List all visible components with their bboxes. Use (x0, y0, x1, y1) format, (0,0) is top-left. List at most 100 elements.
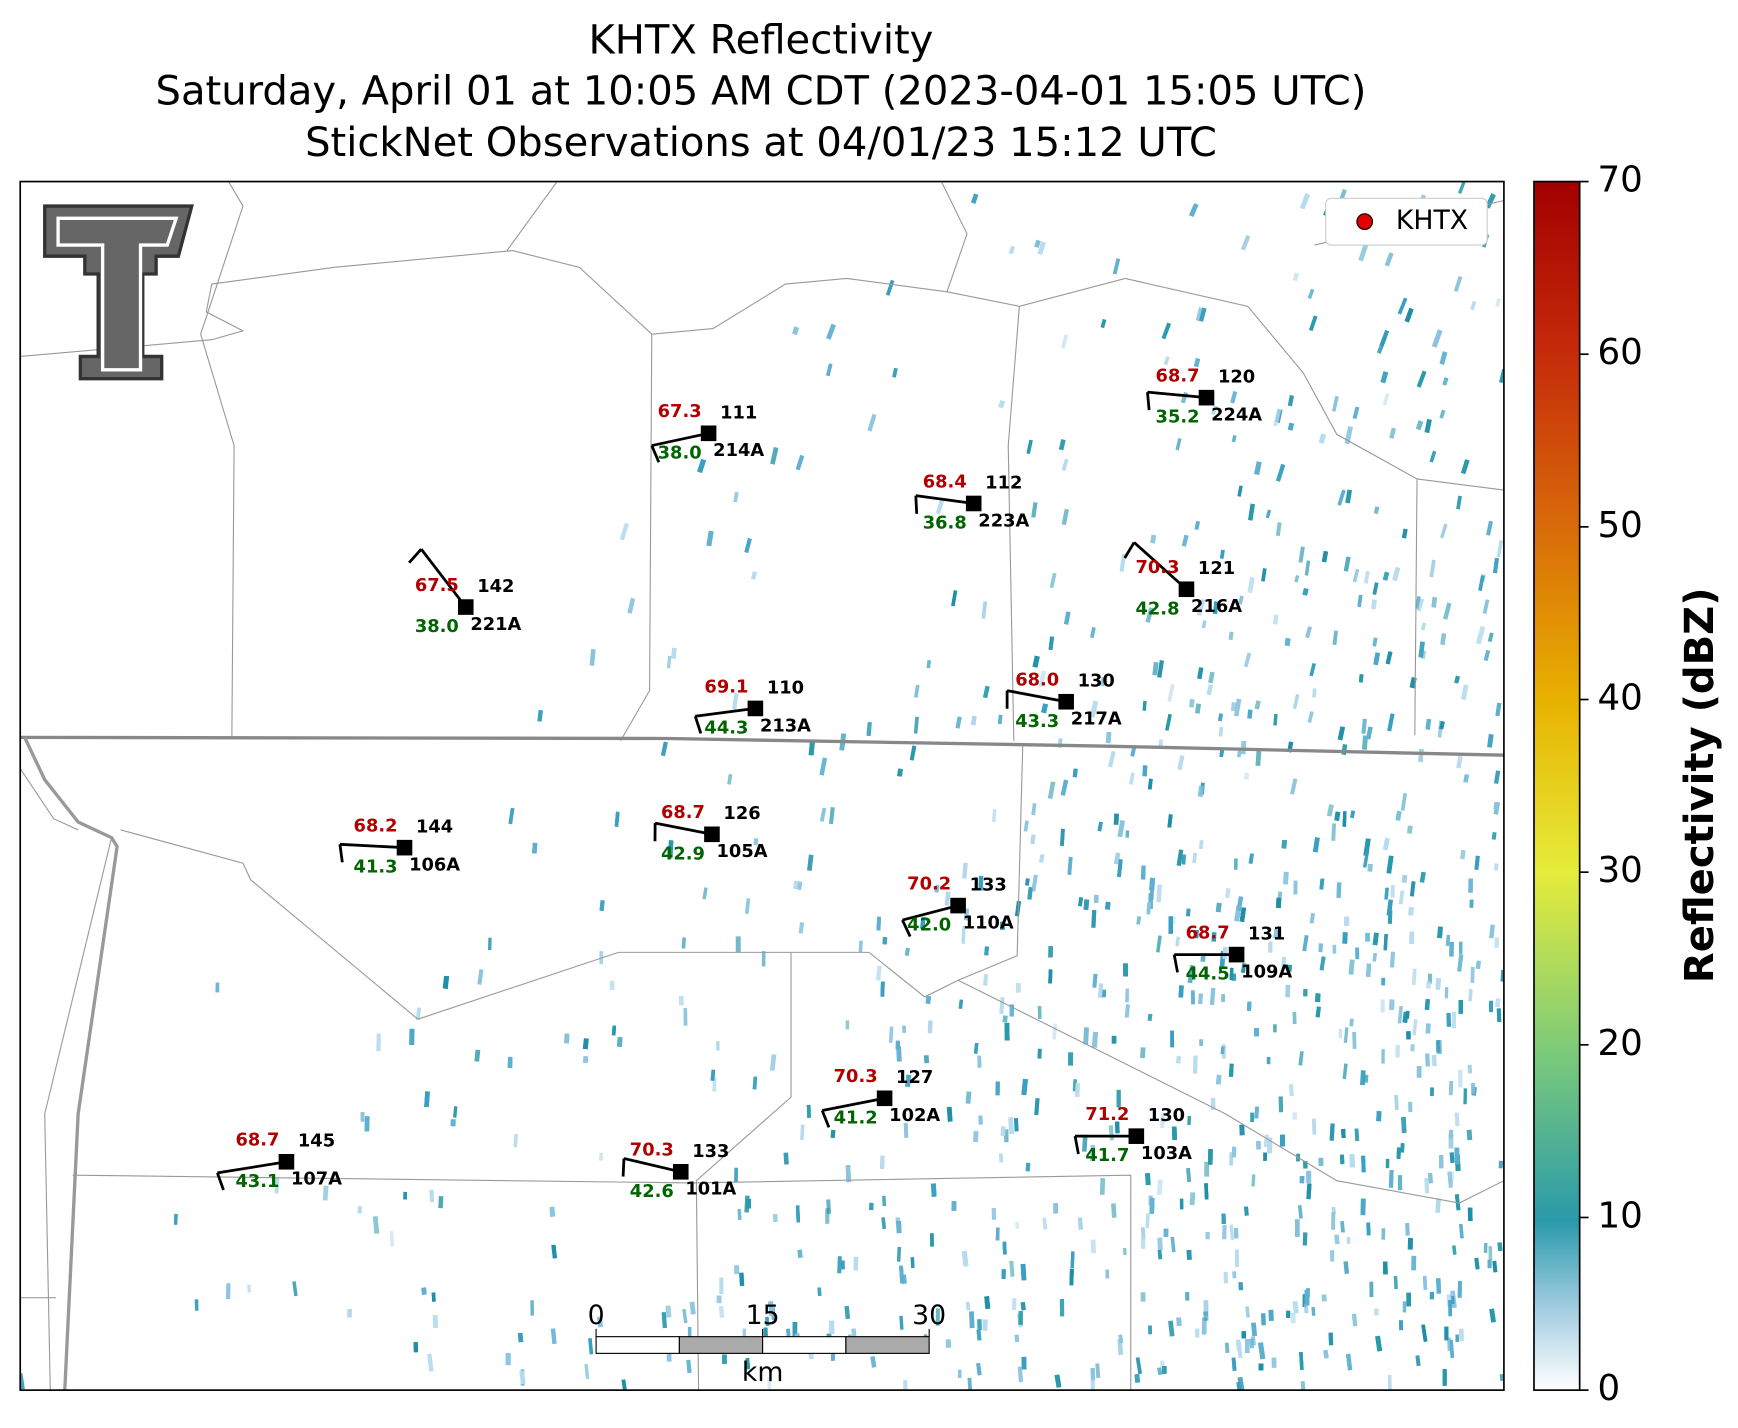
radar-echo (1345, 1353, 1353, 1371)
radar-echo (1234, 698, 1242, 717)
radar-echo (1442, 377, 1449, 386)
radar-echo (718, 1305, 725, 1318)
radar-echo (1247, 577, 1255, 594)
radar-echo (1105, 731, 1112, 744)
wind-barb (338, 844, 344, 863)
radar-echo (1150, 534, 1157, 544)
radar-echo (1236, 896, 1244, 912)
radar-echo (1091, 1031, 1099, 1048)
radar-echo (1147, 778, 1153, 790)
radar-echo (1145, 1213, 1150, 1229)
radar-echo (744, 537, 752, 554)
radar-echo (1146, 902, 1152, 915)
radar-echo (1008, 245, 1015, 255)
radar-echo (1231, 1357, 1237, 1371)
wind-barb-staff (902, 904, 959, 922)
radar-echo (1400, 793, 1407, 811)
radar-echo (1415, 1355, 1421, 1367)
radar-echo (1147, 1013, 1153, 1021)
radar-echo (1130, 747, 1136, 757)
scale-segment (845, 1336, 930, 1354)
radar-echo (1067, 856, 1073, 875)
radar-echo (1493, 770, 1501, 784)
radar-echo (1248, 503, 1255, 521)
radar-echo (858, 940, 863, 953)
radar-echo (1230, 391, 1238, 404)
colorbar-tick-label: 40 (1597, 678, 1642, 719)
radar-echo (1425, 1053, 1430, 1067)
radar-echo (1142, 700, 1147, 711)
radar-echo (1246, 1001, 1252, 1011)
radar-echo (1017, 1366, 1023, 1383)
radar-echo (1418, 641, 1425, 658)
station: 70.3 127 41.2 102A (820, 1066, 940, 1128)
wind-barb (1123, 541, 1136, 559)
radar-echo (597, 1316, 603, 1328)
wind-barb-staff (339, 842, 405, 850)
county-line (957, 979, 1504, 1204)
radar-echo (951, 590, 958, 607)
radar-echo (1058, 439, 1066, 451)
radar-echo (881, 1217, 887, 1230)
radar-echo (888, 1026, 894, 1043)
radar-echo (1392, 566, 1401, 582)
temperature: 68.2 (354, 816, 398, 837)
radar-echo (584, 1363, 590, 1380)
county-line (695, 952, 792, 1391)
radar-echo (1032, 655, 1040, 668)
station-marker (1228, 946, 1245, 963)
radar-echo (1231, 435, 1237, 443)
radar-echo (920, 916, 926, 930)
wind-barb (820, 1110, 831, 1128)
radar-echo (1400, 1143, 1405, 1153)
station: 68.7 120 35.2 224A (1146, 365, 1262, 428)
radar-echo (1213, 601, 1219, 615)
scale-segment (595, 1336, 680, 1354)
title-line: StickNet Observations at 04/01/23 15:12 … (305, 120, 1217, 166)
radar-echo (537, 710, 543, 722)
station: 69.1 110 44.3 213A (693, 676, 811, 738)
radar-echo (1487, 632, 1494, 643)
radar-echo (1352, 568, 1360, 583)
radar-echo (978, 1115, 983, 1125)
radar-echo (981, 601, 988, 619)
radar-echo (1203, 1311, 1209, 1322)
radar-echo (971, 193, 979, 204)
radar-echo (1175, 936, 1181, 947)
radar-echo (1449, 1152, 1455, 1164)
radar-echo (1376, 1111, 1382, 1122)
radar-echo (745, 1357, 751, 1370)
dewpoint: 43.1 (236, 1171, 280, 1192)
radar-echo (1254, 700, 1261, 710)
radar-echo (1272, 408, 1282, 427)
radar-echo (421, 1287, 427, 1295)
radar-echo (1365, 963, 1372, 977)
radar-echo (619, 522, 629, 541)
dewpoint: 38.0 (415, 616, 459, 637)
radar-echo (880, 981, 885, 997)
scale-unit: km (742, 1357, 784, 1388)
radar-echo (1439, 720, 1445, 730)
temperature: 70.3 (630, 1140, 674, 1161)
legend: KHTX (1325, 197, 1488, 246)
radar-echo (819, 757, 828, 776)
radar-echo (1416, 370, 1427, 388)
radar-echo (1054, 1374, 1062, 1388)
radar-echo (1048, 636, 1055, 651)
radar-echo (1406, 825, 1413, 834)
scale-label: 0 (588, 1300, 605, 1331)
radar-echo (1460, 849, 1466, 860)
radar-echo (876, 965, 882, 981)
radar-echo (1457, 954, 1464, 972)
station-marker (1178, 581, 1195, 598)
radar-echo (1228, 1063, 1234, 1077)
radar-echo (976, 1362, 982, 1376)
radar-echo (415, 1007, 422, 1020)
radar-echo (1448, 1081, 1454, 1096)
radar-echo (1204, 1183, 1209, 1200)
radar-echo (1002, 1015, 1008, 1023)
radar-echo (1197, 785, 1205, 797)
radar-echo (1245, 1306, 1250, 1318)
temperature: 68.7 (236, 1130, 280, 1151)
radar-echo (681, 937, 686, 949)
